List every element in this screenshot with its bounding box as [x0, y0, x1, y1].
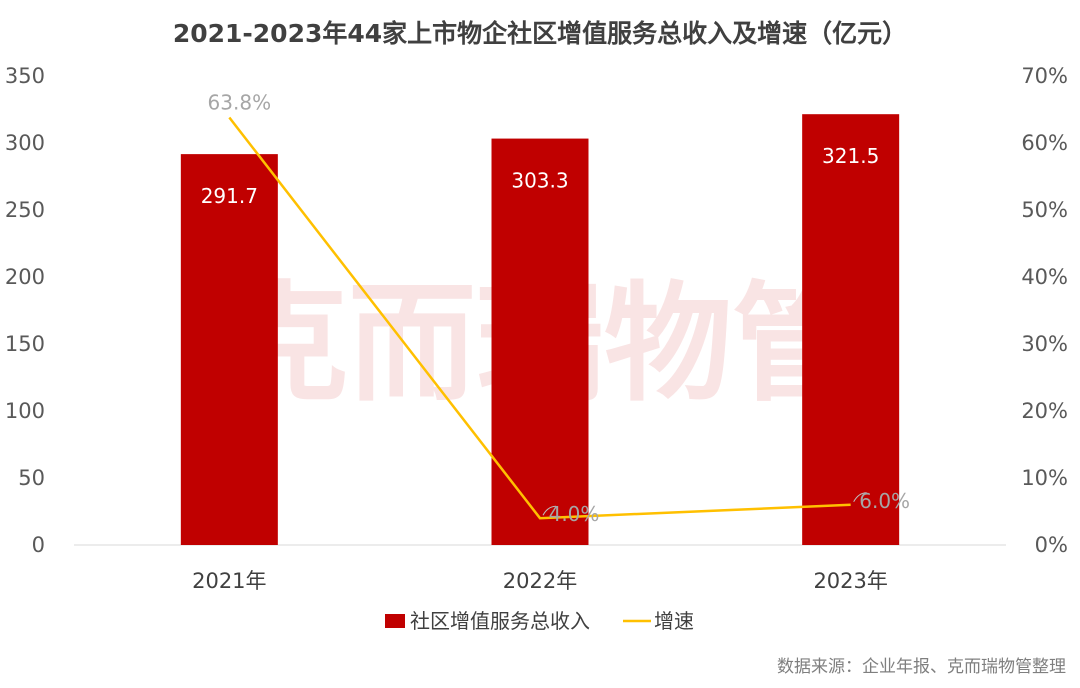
y-left-tick-label: 250 [5, 198, 45, 222]
y-left-tick-label: 100 [5, 399, 45, 423]
x-tick-label: 2023年 [813, 569, 887, 593]
legend-label-revenue: 社区增值服务总收入 [410, 609, 590, 633]
bar [802, 114, 900, 545]
bar-value-label: 303.3 [511, 169, 568, 193]
bar-series: 291.7 303.3 321.5 [180, 114, 900, 545]
y-right-tick-label: 20% [1021, 399, 1068, 423]
bar [491, 138, 589, 545]
y-right-axis: 0% 10% 20% 30% 40% 50% 60% 70% [1021, 64, 1068, 557]
y-right-tick-label: 60% [1021, 131, 1068, 155]
y-right-tick-label: 70% [1021, 64, 1068, 88]
y-left-tick-label: 50 [18, 466, 45, 490]
x-tick-label: 2021年 [192, 569, 266, 593]
y-right-tick-label: 10% [1021, 466, 1068, 490]
line-value-label: 63.8% [208, 91, 272, 115]
y-right-tick-label: 0% [1035, 533, 1068, 557]
y-left-tick-label: 300 [5, 131, 45, 155]
y-left-tick-label: 150 [5, 332, 45, 356]
x-axis: 2021年 2022年 2023年 [192, 569, 888, 593]
bar-value-label: 291.7 [201, 184, 258, 208]
y-left-tick-label: 200 [5, 265, 45, 289]
legend: 社区增值服务总收入 增速 [385, 609, 694, 633]
y-right-tick-label: 40% [1021, 265, 1068, 289]
legend-swatch-revenue [385, 614, 405, 628]
x-tick-label: 2022年 [503, 569, 577, 593]
line-value-label: 4.0% [549, 502, 600, 526]
line-label-leader [853, 492, 867, 503]
y-left-tick-label: 0 [32, 533, 45, 557]
line-value-label: 6.0% [859, 489, 910, 513]
line-label-leader [542, 505, 557, 516]
bar [180, 154, 278, 545]
y-right-tick-label: 30% [1021, 332, 1068, 356]
growth-line-series: 63.8% 4.0% 6.0% [208, 91, 911, 527]
growth-line [228, 116, 851, 520]
bar-value-label: 321.5 [822, 144, 879, 168]
legend-label-growth: 增速 [654, 609, 694, 633]
source-note: 数据来源：企业年报、克而瑞物管整理 [777, 657, 1066, 677]
y-left-axis: 0 50 100 150 200 250 300 350 [5, 64, 45, 557]
chart-title: 2021-2023年44家上市物企社区增值服务总收入及增速（亿元） [173, 19, 907, 48]
y-left-tick-label: 350 [5, 64, 45, 88]
y-right-tick-label: 50% [1021, 198, 1068, 222]
